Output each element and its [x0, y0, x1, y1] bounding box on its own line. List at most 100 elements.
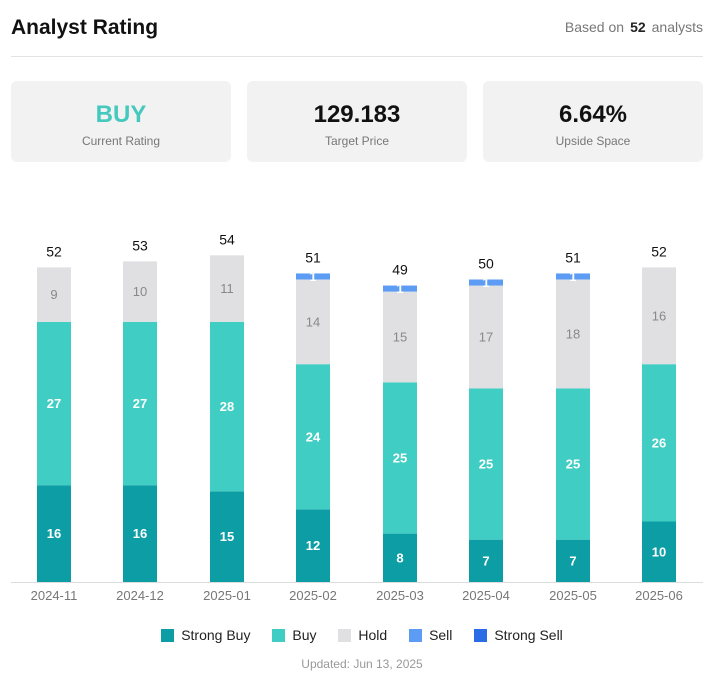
- total-label-2025-01: 54: [219, 231, 235, 247]
- bar-label-strong-buy-2025-01: 15: [220, 529, 234, 544]
- bar-strong-buy-2024-12[interactable]: [123, 485, 157, 582]
- bar-label-buy-2025-01: 28: [220, 399, 234, 414]
- bar-sell-2025-03[interactable]: [383, 285, 417, 292]
- bar-strong-buy-2024-11[interactable]: [37, 485, 71, 582]
- bar-label-buy-2025-03: 25: [393, 450, 407, 465]
- total-label-2024-12: 53: [132, 237, 148, 253]
- bar-hold-2024-12[interactable]: [123, 261, 157, 322]
- bar-strong-buy-2025-06[interactable]: [642, 521, 676, 583]
- bar-label-hold-2025-01: 11: [220, 281, 234, 296]
- bar-hold-2024-11[interactable]: [37, 267, 71, 322]
- total-label-2025-06: 52: [651, 243, 667, 259]
- legend-label-strong-sell: Strong Sell: [494, 627, 563, 644]
- analyst-count: 52: [630, 19, 646, 35]
- bar-label-hold-2025-04: 17: [479, 329, 493, 344]
- bar-label-buy-2025-05: 25: [566, 457, 580, 472]
- bar-label-buy-2025-02: 24: [306, 429, 321, 444]
- x-tick-label-2025-04: 2025-04: [462, 588, 510, 603]
- bar-sell-2025-05[interactable]: [556, 273, 590, 280]
- bar-hold-2025-05[interactable]: [556, 279, 590, 389]
- current-rating-label: Current Rating: [81, 134, 161, 148]
- upside-space-value: 6.64%: [558, 101, 628, 128]
- bar-buy-2024-11[interactable]: [37, 321, 71, 486]
- bar-label-hold-2025-05: 18: [566, 326, 580, 341]
- bar-buy-2025-05[interactable]: [556, 388, 590, 540]
- bar-hold-2025-03[interactable]: [383, 291, 417, 383]
- bar-label-buy-2025-06: 26: [652, 435, 666, 450]
- current-rating-card: BUY Current Rating: [11, 81, 231, 162]
- total-label-2025-02: 51: [305, 249, 321, 265]
- analyst-count-caption: Based on 52 analysts: [565, 19, 703, 35]
- bar-sell-2025-04[interactable]: [469, 279, 503, 286]
- updated-timestamp: Updated: Jun 13, 2025: [301, 657, 423, 671]
- legend-swatch-buy: [272, 629, 286, 643]
- bar-hold-2025-01[interactable]: [210, 255, 244, 322]
- x-tick-label-2025-02: 2025-02: [289, 588, 337, 603]
- x-tick-label-2025-03: 2025-03: [376, 588, 424, 603]
- bar-label-strong-buy-2025-06: 10: [652, 544, 666, 559]
- current-rating-value: BUY: [95, 101, 147, 128]
- chart-legend: Strong Buy Buy Hold Sell Strong Sell: [0, 626, 724, 643]
- stacked-bar-chart: 16279522024-11162710532024-1215281154202…: [11, 231, 703, 603]
- bar-strong-buy-2025-04[interactable]: [469, 539, 503, 582]
- bar-label-strong-buy-2025-02: 12: [306, 538, 320, 553]
- bar-hold-2025-06[interactable]: [642, 267, 676, 365]
- bar-label-hold-2024-11: 9: [50, 287, 57, 302]
- x-tick-label-2025-05: 2025-05: [549, 588, 597, 603]
- legend-swatch-strong-buy: [161, 629, 175, 643]
- bar-label-strong-buy-2025-05: 7: [569, 553, 576, 568]
- total-label-2024-11: 52: [46, 243, 62, 259]
- legend-sell[interactable]: Sell: [409, 627, 452, 643]
- x-tick-label-2024-12: 2024-12: [116, 588, 164, 603]
- bar-strong-buy-2025-05[interactable]: [556, 539, 590, 582]
- legend-label-hold: Hold: [358, 627, 388, 644]
- bar-label-hold-2025-06: 16: [652, 308, 666, 323]
- header: Analyst Rating Based on 52 analysts: [11, 14, 703, 57]
- legend-strong-sell[interactable]: Strong Sell: [474, 627, 563, 644]
- bar-label-hold-2024-12: 10: [133, 284, 147, 299]
- bar-buy-2025-01[interactable]: [210, 321, 244, 492]
- bar-label-sell-2025-03: 1: [396, 281, 403, 296]
- bar-buy-2025-04[interactable]: [469, 388, 503, 540]
- legend-label-sell: Sell: [429, 627, 453, 644]
- bar-label-buy-2025-04: 25: [479, 457, 493, 472]
- bar-buy-2025-02[interactable]: [296, 364, 330, 510]
- based-suffix: analysts: [651, 19, 703, 35]
- target-price-label: Target Price: [324, 134, 390, 148]
- bar-strong-buy-2025-01[interactable]: [210, 491, 244, 582]
- bar-buy-2025-03[interactable]: [383, 382, 417, 534]
- bar-label-strong-buy-2025-04: 7: [482, 553, 489, 568]
- bar-strong-buy-2025-03[interactable]: [383, 533, 417, 582]
- upside-space-card: 6.64% Upside Space: [483, 81, 703, 162]
- page-title: Analyst Rating: [11, 16, 159, 39]
- bar-hold-2025-02[interactable]: [296, 279, 330, 365]
- total-label-2025-04: 50: [478, 256, 494, 272]
- x-tick-label-2024-11: 2024-11: [31, 588, 78, 603]
- legend-label-buy: Buy: [292, 627, 317, 644]
- bar-label-hold-2025-03: 15: [393, 329, 407, 344]
- bar-hold-2025-04[interactable]: [469, 285, 503, 389]
- bar-label-strong-buy-2025-03: 8: [396, 550, 403, 565]
- legend-buy[interactable]: Buy: [272, 627, 316, 643]
- bar-label-strong-buy-2024-12: 16: [133, 526, 147, 541]
- bar-label-strong-buy-2024-11: 16: [47, 526, 61, 541]
- bar-label-sell-2025-02: 1: [309, 269, 316, 284]
- bar-sell-2025-02[interactable]: [296, 273, 330, 280]
- based-prefix: Based on: [564, 19, 625, 35]
- bar-buy-2024-12[interactable]: [123, 321, 157, 486]
- bar-label-sell-2025-04: 1: [482, 275, 489, 290]
- total-label-2025-03: 49: [392, 262, 408, 278]
- bar-label-sell-2025-05: 1: [569, 269, 576, 284]
- legend-strong-buy[interactable]: Strong Buy: [161, 627, 250, 643]
- upside-space-label: Upside Space: [555, 134, 631, 148]
- total-label-2025-05: 51: [565, 249, 581, 265]
- legend-swatch-strong-sell: [474, 629, 488, 643]
- x-tick-label-2025-01: 2025-01: [203, 588, 251, 603]
- bar-strong-buy-2025-02[interactable]: [296, 509, 330, 582]
- x-tick-label-2025-06: 2025-06: [635, 588, 683, 603]
- bar-buy-2025-06[interactable]: [642, 364, 676, 522]
- bar-label-buy-2024-11: 27: [47, 396, 61, 411]
- legend-hold[interactable]: Hold: [338, 627, 387, 643]
- legend-label-strong-buy: Strong Buy: [181, 627, 251, 644]
- bar-label-hold-2025-02: 14: [306, 314, 320, 329]
